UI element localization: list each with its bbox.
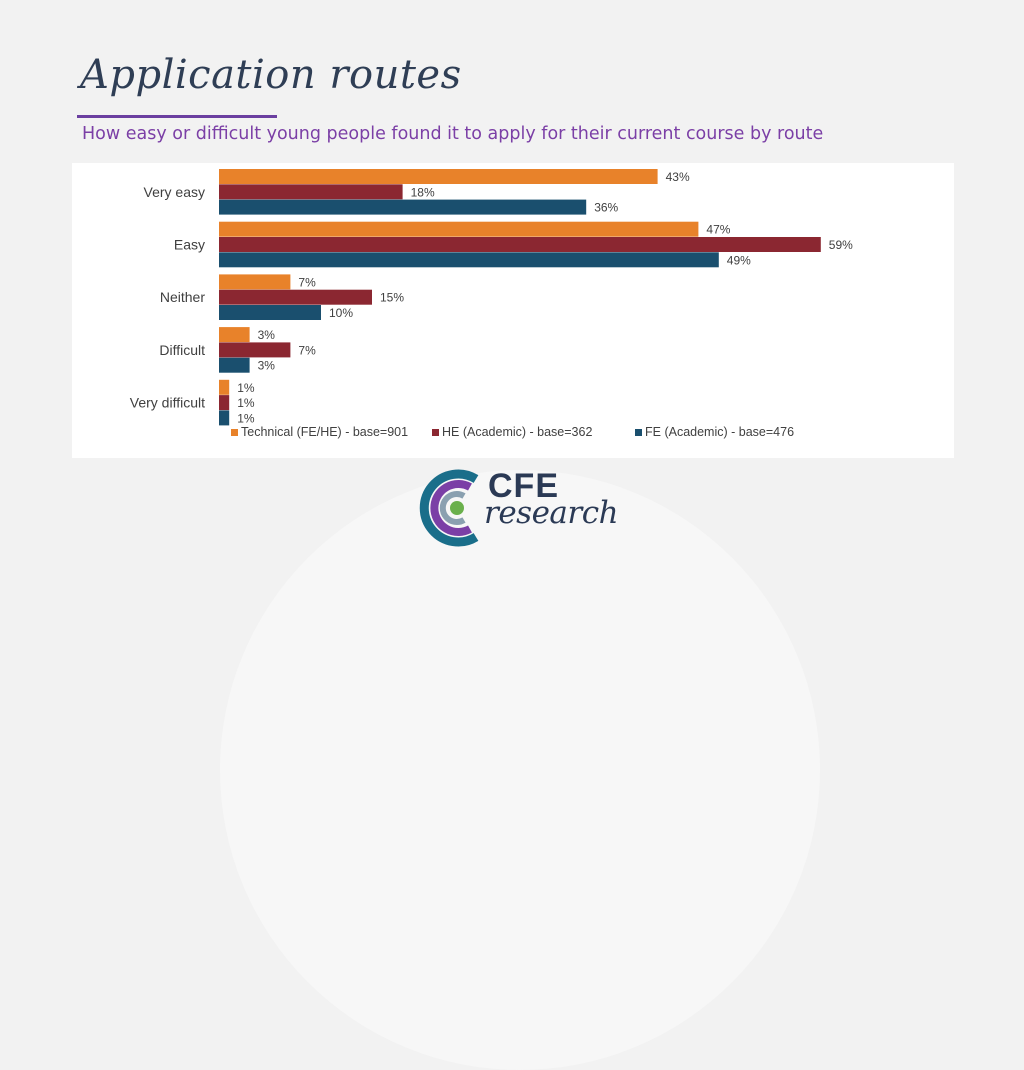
logo-text-research: research bbox=[484, 495, 619, 531]
data-label: 1% bbox=[237, 381, 255, 395]
legend-swatch bbox=[635, 429, 642, 436]
bar bbox=[219, 305, 321, 320]
legend-entry: Technical (FE/HE) - base=901 bbox=[241, 425, 408, 439]
legend-swatch bbox=[432, 429, 439, 436]
bar bbox=[219, 327, 250, 343]
data-label: 7% bbox=[298, 275, 316, 289]
data-label: 1% bbox=[237, 396, 255, 410]
page-title: Application routes bbox=[80, 52, 462, 98]
data-label: 10% bbox=[329, 306, 353, 320]
bar bbox=[219, 221, 699, 237]
bar bbox=[219, 199, 587, 215]
category-label: Difficult bbox=[159, 342, 205, 358]
data-label: 15% bbox=[380, 291, 404, 305]
data-label: 1% bbox=[237, 411, 255, 425]
logo-text-cfe: CFE bbox=[488, 467, 559, 505]
data-label: 3% bbox=[258, 359, 276, 373]
cfe-research-logo: CFE research bbox=[414, 463, 619, 553]
background-arc bbox=[220, 470, 820, 1070]
legend-entry: FE (Academic) - base=476 bbox=[645, 425, 794, 439]
logo-mark-icon bbox=[419, 469, 479, 547]
category-label: Very difficult bbox=[130, 395, 205, 411]
bar bbox=[219, 379, 230, 395]
data-label: 3% bbox=[258, 328, 276, 342]
legend-swatch bbox=[231, 429, 238, 436]
data-label: 49% bbox=[727, 253, 751, 267]
bar bbox=[219, 395, 230, 411]
data-label: 47% bbox=[706, 223, 730, 237]
data-label: 18% bbox=[411, 185, 435, 199]
page-subtitle: How easy or difficult young people found… bbox=[82, 124, 824, 144]
bar bbox=[219, 169, 658, 184]
data-label: 43% bbox=[666, 170, 690, 184]
bar bbox=[219, 342, 291, 358]
bar bbox=[219, 252, 719, 268]
bar-chart: Very easy 43% 18% 36% Easy 47% 59% 49% Neither 7%… bbox=[130, 169, 853, 439]
bar bbox=[219, 289, 372, 305]
bar bbox=[219, 410, 230, 426]
bar bbox=[219, 357, 250, 373]
title-underline bbox=[77, 115, 277, 118]
bar bbox=[219, 237, 821, 252]
legend-entry: HE (Academic) - base=362 bbox=[442, 425, 592, 439]
category-label: Neither bbox=[160, 289, 205, 305]
bar bbox=[219, 274, 291, 290]
category-label: Very easy bbox=[144, 184, 205, 200]
data-label: 36% bbox=[594, 201, 618, 215]
category-label: Easy bbox=[174, 237, 205, 253]
bar bbox=[219, 184, 403, 200]
chart-panel: Very easy 43% 18% 36% Easy 47% 59% 49% Neither 7%… bbox=[72, 163, 954, 458]
data-label: 7% bbox=[298, 343, 316, 357]
data-label: 59% bbox=[829, 238, 853, 252]
